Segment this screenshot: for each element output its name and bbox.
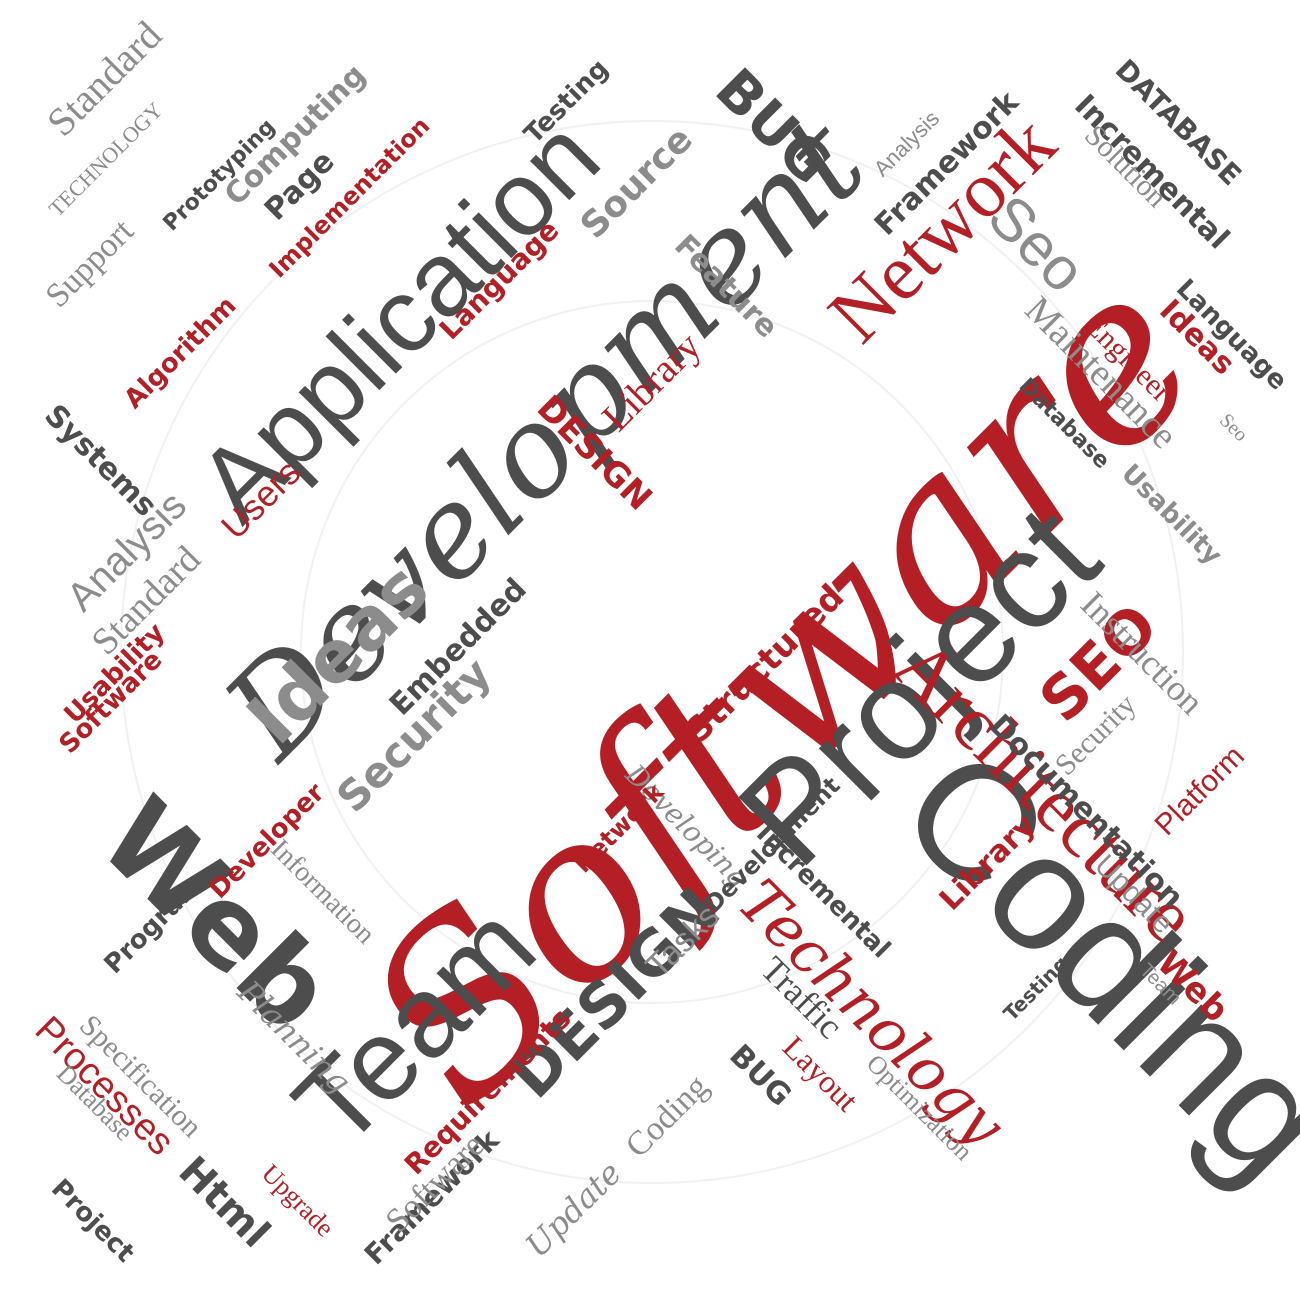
watermark-ring-1 — [120, 120, 1184, 1184]
watermark-ring-2 — [300, 300, 1004, 1004]
word-html: Html — [169, 1147, 279, 1257]
word-support: Support — [38, 212, 141, 315]
word-systems: Systems — [37, 397, 164, 524]
word-filler-project: Project — [45, 1173, 141, 1269]
